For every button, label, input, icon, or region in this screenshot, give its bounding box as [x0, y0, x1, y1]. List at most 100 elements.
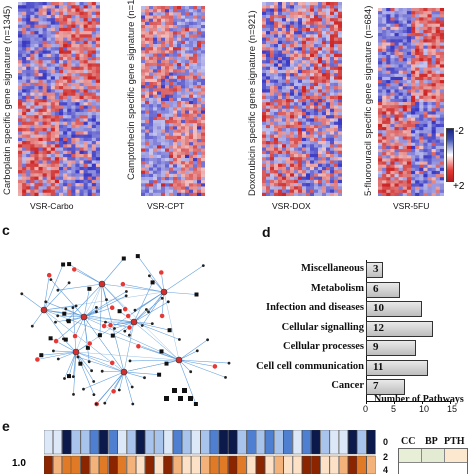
heatmap-cell	[39, 31, 44, 35]
heatmap-cell	[436, 180, 441, 184]
heatmap-cell	[318, 131, 322, 135]
heatmap-cell	[169, 114, 173, 118]
heatmap-cell	[80, 25, 85, 29]
signature-label-5fu: 5-fluorouracil specific gene signature (…	[363, 6, 374, 196]
heatmap-cell	[185, 111, 189, 115]
heatmap-cell	[423, 146, 428, 150]
heatmap-cell	[43, 38, 48, 42]
heatmap-cell	[338, 12, 342, 16]
heatmap-cell	[423, 14, 428, 18]
heatmap-cell	[390, 93, 395, 97]
heatmap-cell	[262, 141, 266, 145]
heatmap-cell	[149, 133, 153, 137]
heatmap-cell	[310, 2, 314, 6]
heatmap-cell	[419, 42, 424, 46]
heatmap-cell	[322, 170, 326, 174]
heatmap-cell	[270, 135, 274, 139]
heatmap-cell	[22, 41, 27, 45]
heatmap-cell	[47, 96, 52, 100]
heatmap-cell	[22, 151, 27, 155]
heatmap-cell	[310, 76, 314, 80]
heatmap-cell	[428, 30, 433, 34]
heatmap-cell	[266, 73, 270, 77]
heatmap-cell	[390, 83, 395, 87]
heatmap-cell	[415, 64, 420, 68]
heatmap-cell	[294, 60, 298, 64]
heatmap-cell	[314, 173, 318, 177]
heatmap-cell	[189, 171, 193, 175]
heatmap-cell	[169, 66, 173, 70]
heatmap-cell	[141, 82, 145, 86]
heatmap-cell	[22, 102, 27, 106]
heatmap-cell	[318, 73, 322, 77]
heatmap-cell	[440, 118, 444, 122]
heatmap-cell	[278, 180, 282, 184]
heatmap-cell	[266, 86, 270, 90]
heatmap-cell	[189, 25, 193, 29]
heatmap-cell	[411, 111, 416, 115]
heatmap-cell	[185, 66, 189, 70]
network-node-square	[62, 312, 66, 316]
heatmap-cell	[71, 102, 76, 106]
heatmap-cell	[428, 136, 433, 140]
heatmap-cell	[322, 93, 326, 97]
heatmap-cell	[47, 83, 52, 87]
heatmap-cell	[306, 128, 310, 132]
heatmap-cell	[145, 57, 149, 61]
heatmap-cell	[314, 2, 318, 6]
heatmap-cell	[197, 63, 201, 67]
heatmap-cell	[266, 128, 270, 132]
heatmap-cell	[395, 127, 400, 131]
heatmap-cell	[436, 183, 441, 187]
heatmap-cell	[286, 34, 290, 38]
heatmap-cell	[310, 38, 314, 42]
heatmap-cell	[18, 164, 23, 168]
heatmap-cell	[75, 128, 80, 132]
heatmap-cell	[177, 123, 181, 127]
heatmap-cell	[26, 44, 31, 48]
heatmap-cell	[274, 60, 278, 64]
heatmap-cell	[290, 57, 294, 61]
heatmap-cell	[403, 168, 408, 172]
heatmap-cell	[314, 44, 318, 48]
heatmap-cell	[67, 83, 72, 87]
heatmap-cell	[47, 60, 52, 64]
network-edge	[44, 265, 63, 311]
heatmap-cell	[270, 51, 274, 55]
heatmap-cell	[330, 5, 334, 9]
heatmap-cell	[386, 55, 391, 59]
heatmap-cell	[436, 105, 441, 109]
heatmap-cell	[302, 93, 306, 97]
heatmap-cell	[411, 121, 416, 125]
heatmap-cell	[30, 54, 35, 58]
heatmap-cell	[177, 82, 181, 86]
heatmap-cell	[92, 154, 97, 158]
heatmap-cell	[390, 187, 395, 191]
panel-letter-c: c	[2, 222, 10, 238]
heatmap-cell	[80, 193, 85, 196]
heatmap-cell	[395, 162, 400, 166]
heatmap-cell	[43, 141, 48, 145]
heatmap-cell	[286, 28, 290, 32]
heatmap-cell	[75, 44, 80, 48]
heatmap-cell	[310, 25, 314, 29]
network-node-square	[188, 396, 193, 401]
heatmap-cell	[262, 34, 266, 38]
heatmap-cell	[262, 99, 266, 103]
heatmap-cell	[302, 177, 306, 181]
heatmap-cell	[169, 123, 173, 127]
xlabel-cpt: VSR-CPT	[147, 201, 184, 211]
heatmap-cell	[165, 54, 169, 58]
heatmap-cell	[326, 18, 330, 22]
heatmap-cell	[157, 38, 161, 42]
heatmap-cell	[415, 108, 420, 112]
heatmap-cell	[80, 164, 85, 168]
heatmap-cell	[428, 77, 433, 81]
heatmap-cell	[22, 141, 27, 145]
heatmap-cell	[145, 168, 149, 172]
heatmap-cell	[189, 193, 193, 196]
heatmap-cell	[382, 77, 387, 81]
heatmap-cell	[395, 86, 400, 90]
heatmap-cell	[34, 131, 39, 135]
heatmap-cell	[386, 96, 391, 100]
